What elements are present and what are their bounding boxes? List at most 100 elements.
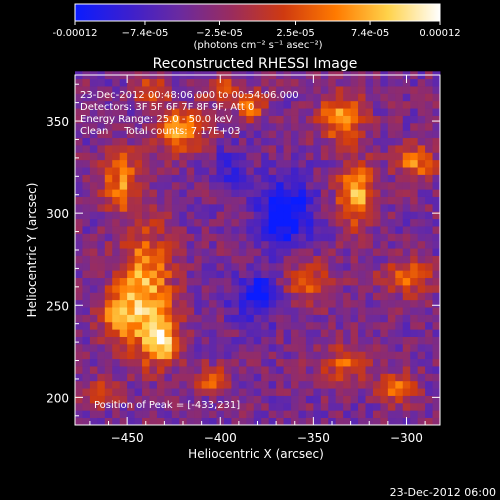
- heatmap-cell: [395, 321, 404, 330]
- heatmap-cell: [104, 108, 113, 116]
- heatmap-cell: [425, 167, 433, 175]
- heatmap-cell: [387, 248, 396, 256]
- heatmap-cell: [134, 100, 143, 109]
- heatmap-cell: [201, 93, 210, 102]
- heatmap-cell: [119, 307, 128, 315]
- heatmap-cell: [365, 336, 374, 345]
- heatmap-cell: [238, 410, 247, 419]
- heatmap-cell: [291, 373, 299, 382]
- heatmap-cell: [432, 145, 441, 153]
- heatmap-cell: [142, 240, 150, 249]
- heatmap-cell: [186, 343, 195, 352]
- heatmap-cell: [171, 395, 180, 404]
- heatmap-cell: [179, 262, 188, 271]
- heatmap-cell: [127, 211, 135, 220]
- heatmap-cell: [276, 380, 284, 389]
- heatmap-cell: [223, 373, 232, 382]
- heatmap-cell: [149, 366, 158, 374]
- heatmap-cell: [372, 321, 381, 330]
- heatmap-cell: [298, 189, 307, 197]
- heatmap-cell: [328, 211, 337, 220]
- heatmap-cell: [343, 388, 352, 396]
- colorbar-tick-label: -0.00012: [53, 28, 98, 39]
- heatmap-cell: [216, 211, 225, 220]
- heatmap-cell: [432, 270, 441, 279]
- heatmap-cell: [127, 115, 135, 124]
- heatmap-cell: [89, 174, 98, 183]
- heatmap-cell: [164, 255, 173, 264]
- heatmap-cell: [380, 255, 389, 264]
- heatmap-cell: [179, 336, 188, 345]
- heatmap-cell: [276, 262, 284, 271]
- heatmap-cell: [156, 307, 165, 315]
- colorbar-tick-label: −2.5e-05: [196, 28, 243, 39]
- heatmap-cell: [119, 226, 128, 234]
- heatmap-area: [74, 71, 441, 426]
- heatmap-cell: [231, 255, 240, 264]
- heatmap-cell: [402, 211, 411, 220]
- heatmap-cell: [380, 299, 389, 308]
- heatmap-cell: [156, 189, 165, 197]
- heatmap-cell: [432, 388, 441, 396]
- heatmap-cell: [358, 233, 366, 242]
- heatmap-cell: [402, 233, 411, 242]
- heatmap-cell: [358, 167, 366, 175]
- heatmap-cell: [395, 351, 404, 360]
- heatmap-cell: [268, 218, 277, 227]
- heatmap-cell: [410, 100, 419, 109]
- heatmap-cell: [201, 189, 210, 197]
- heatmap-cell: [268, 108, 277, 116]
- heatmap-cell: [380, 395, 389, 404]
- heatmap-cell: [216, 255, 225, 264]
- heatmap-cell: [82, 351, 91, 360]
- heatmap-cell: [320, 174, 329, 183]
- heatmap-cell: [223, 159, 232, 168]
- heatmap-cell: [156, 366, 165, 374]
- heatmap-cell: [104, 321, 113, 330]
- heatmap-cell: [201, 343, 210, 352]
- heatmap-cell: [305, 380, 314, 389]
- heatmap-cell: [283, 203, 292, 212]
- heatmap-cell: [164, 366, 173, 374]
- heatmap-cell: [417, 122, 426, 131]
- heatmap-cell: [171, 130, 180, 139]
- heatmap-cell: [276, 159, 284, 168]
- heatmap-cell: [358, 152, 366, 161]
- heatmap-cell: [75, 329, 83, 337]
- heatmap-cell: [253, 115, 262, 124]
- heatmap-cell: [97, 373, 106, 382]
- heatmap-cell: [328, 100, 337, 109]
- heatmap-cell: [305, 130, 314, 139]
- heatmap-cell: [112, 351, 121, 360]
- heatmap-cell: [209, 314, 217, 323]
- heatmap-cell: [209, 108, 217, 116]
- heatmap-cell: [305, 395, 314, 404]
- heatmap-cell: [171, 262, 180, 271]
- heatmap-cell: [417, 299, 426, 308]
- heatmap-cell: [209, 122, 217, 131]
- heatmap-cell: [291, 240, 299, 249]
- heatmap-cell: [149, 196, 158, 205]
- heatmap-cell: [276, 285, 284, 293]
- heatmap-cell: [134, 93, 143, 102]
- heatmap-cell: [89, 343, 98, 352]
- heatmap-cell: [156, 388, 165, 396]
- heatmap-cell: [283, 321, 292, 330]
- heatmap-cell: [417, 388, 426, 396]
- heatmap-cell: [350, 410, 359, 419]
- heatmap-cell: [350, 167, 359, 175]
- heatmap-cell: [186, 358, 195, 367]
- heatmap-cell: [320, 402, 329, 411]
- heatmap-cell: [97, 122, 106, 131]
- heatmap-cell: [75, 262, 83, 271]
- heatmap-cell: [209, 285, 217, 293]
- heatmap-cell: [350, 417, 359, 426]
- heatmap-cell: [186, 321, 195, 330]
- heatmap-cell: [372, 145, 381, 153]
- heatmap-cell: [358, 211, 366, 220]
- heatmap-cell: [335, 277, 344, 286]
- heatmap-cell: [89, 122, 98, 131]
- heatmap-cell: [417, 145, 426, 153]
- heatmap-cell: [402, 108, 411, 116]
- heatmap-cell: [75, 336, 83, 345]
